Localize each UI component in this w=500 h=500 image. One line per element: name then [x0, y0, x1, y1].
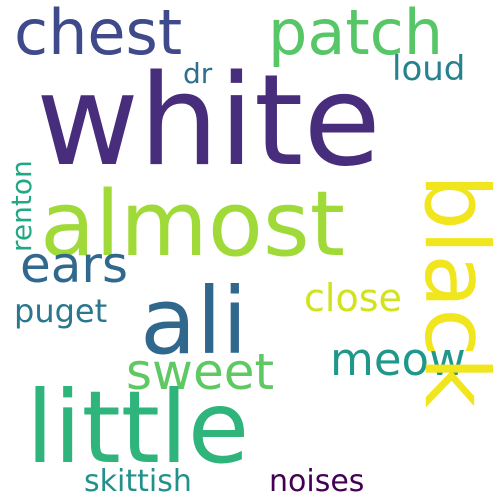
- word-patch: patch: [268, 0, 444, 69]
- word-black: black: [405, 174, 500, 408]
- word-noises: noises: [269, 464, 365, 499]
- word-dr: dr: [183, 57, 213, 90]
- word-skittish: skittish: [84, 464, 192, 499]
- word-meow: meow: [330, 333, 466, 386]
- word-puget: puget: [14, 292, 108, 330]
- word-ali: ali: [140, 268, 248, 375]
- word-chest: chest: [14, 0, 183, 69]
- word-ears: ears: [20, 236, 129, 294]
- word-little: little: [26, 369, 250, 486]
- word-almost: almost: [40, 172, 346, 277]
- word-white: white: [36, 47, 381, 194]
- word-close: close: [304, 276, 402, 320]
- word-sweet: sweet: [126, 343, 275, 401]
- word-loud: loud: [392, 49, 466, 89]
- word-renton: renton: [5, 160, 38, 252]
